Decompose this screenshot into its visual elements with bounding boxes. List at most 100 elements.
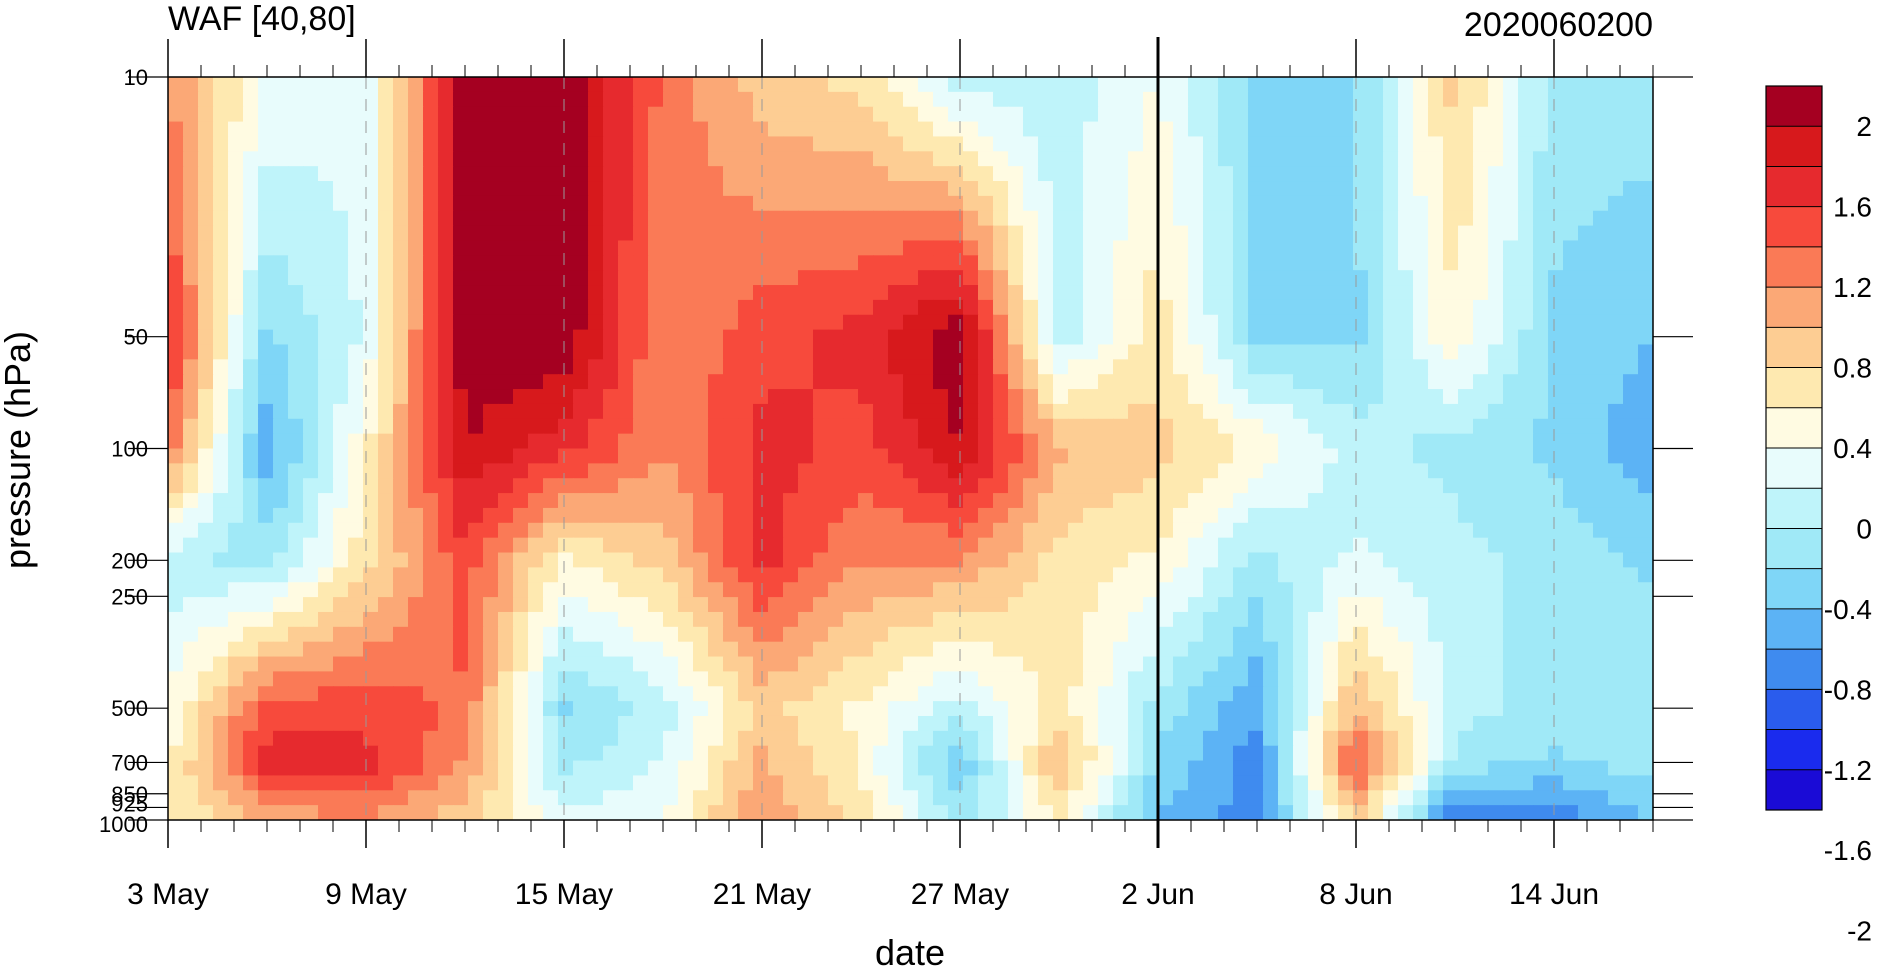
field-cell bbox=[1233, 508, 1249, 523]
field-cell bbox=[663, 181, 679, 196]
field-cell bbox=[993, 151, 1009, 166]
field-cell bbox=[1233, 567, 1249, 582]
field-cell bbox=[303, 359, 319, 374]
field-cell bbox=[1113, 746, 1129, 761]
field-cell bbox=[1563, 136, 1579, 151]
field-cell bbox=[1308, 315, 1324, 330]
field-cell bbox=[873, 538, 889, 553]
field-cell bbox=[1533, 523, 1549, 538]
field-cell bbox=[273, 285, 289, 300]
field-cell bbox=[1263, 285, 1279, 300]
field-cell bbox=[1443, 463, 1459, 478]
field-cell bbox=[1038, 746, 1054, 761]
field-cell bbox=[1638, 463, 1654, 478]
field-cell bbox=[1428, 716, 1444, 731]
field-cell bbox=[1608, 389, 1624, 404]
field-cell bbox=[1158, 642, 1174, 657]
field-cell bbox=[528, 122, 544, 137]
field-cell bbox=[1443, 612, 1459, 627]
field-cell bbox=[1488, 211, 1504, 226]
field-cell bbox=[1443, 790, 1459, 805]
field-cell bbox=[1218, 166, 1234, 181]
field-cell bbox=[1113, 701, 1129, 716]
field-cell bbox=[588, 196, 604, 211]
field-cell bbox=[378, 136, 394, 151]
field-cell bbox=[408, 122, 424, 137]
field-cell bbox=[1368, 478, 1384, 493]
field-cell bbox=[1623, 226, 1639, 241]
field-cell bbox=[1503, 151, 1519, 166]
field-cell bbox=[1548, 211, 1564, 226]
field-cell bbox=[813, 716, 829, 731]
field-cell bbox=[1488, 523, 1504, 538]
field-cell bbox=[303, 166, 319, 181]
field-cell bbox=[1158, 196, 1174, 211]
field-cell bbox=[438, 567, 454, 582]
field-cell bbox=[1083, 166, 1099, 181]
field-cell bbox=[603, 270, 619, 285]
field-cell bbox=[1158, 166, 1174, 181]
field-cell bbox=[528, 657, 544, 672]
field-cell bbox=[663, 285, 679, 300]
field-cell bbox=[1098, 701, 1114, 716]
field-cell bbox=[543, 761, 559, 776]
field-cell bbox=[693, 790, 709, 805]
field-cell bbox=[1638, 122, 1654, 137]
field-cell bbox=[1068, 300, 1084, 315]
field-cell bbox=[1443, 657, 1459, 672]
field-cell bbox=[1458, 449, 1474, 464]
field-cell bbox=[768, 553, 784, 568]
field-cell bbox=[1338, 240, 1354, 255]
field-cell bbox=[888, 359, 904, 374]
field-cell bbox=[288, 107, 304, 122]
field-cell bbox=[723, 508, 739, 523]
field-cell bbox=[813, 463, 829, 478]
field-cell bbox=[648, 523, 664, 538]
field-cell bbox=[1338, 671, 1354, 686]
field-cell bbox=[798, 449, 814, 464]
field-cell bbox=[408, 255, 424, 270]
field-cell bbox=[378, 419, 394, 434]
field-cell bbox=[1023, 805, 1039, 820]
field-cell bbox=[183, 359, 199, 374]
field-cell bbox=[603, 211, 619, 226]
field-cell bbox=[303, 389, 319, 404]
field-cell bbox=[978, 582, 994, 597]
field-cell bbox=[618, 77, 634, 92]
field-cell bbox=[498, 805, 514, 820]
field-cell bbox=[1548, 270, 1564, 285]
field-cell bbox=[273, 567, 289, 582]
field-cell bbox=[1578, 731, 1594, 746]
field-cell bbox=[1608, 419, 1624, 434]
field-cell bbox=[393, 122, 409, 137]
field-cell bbox=[513, 151, 529, 166]
field-cell bbox=[1218, 775, 1234, 790]
field-cell bbox=[528, 627, 544, 642]
field-cell bbox=[768, 567, 784, 582]
field-cell bbox=[243, 597, 259, 612]
field-cell bbox=[663, 92, 679, 107]
field-cell bbox=[1143, 790, 1159, 805]
field-cell bbox=[1563, 731, 1579, 746]
field-cell bbox=[1563, 805, 1579, 820]
field-cell bbox=[1443, 107, 1459, 122]
field-cell bbox=[183, 790, 199, 805]
field-cell bbox=[858, 449, 874, 464]
field-cell bbox=[813, 775, 829, 790]
field-cell bbox=[1188, 657, 1204, 672]
field-cell bbox=[768, 107, 784, 122]
field-cell bbox=[1158, 553, 1174, 568]
field-cell bbox=[1413, 597, 1429, 612]
field-cell bbox=[303, 270, 319, 285]
field-cell bbox=[1053, 434, 1069, 449]
field-cell bbox=[918, 582, 934, 597]
field-cell bbox=[1293, 449, 1309, 464]
field-cell bbox=[1458, 686, 1474, 701]
field-cell bbox=[1038, 389, 1054, 404]
field-cell bbox=[1578, 434, 1594, 449]
field-cell bbox=[678, 761, 694, 776]
field-cell bbox=[1188, 344, 1204, 359]
field-cell bbox=[1473, 374, 1489, 389]
field-cell bbox=[573, 92, 589, 107]
field-cell bbox=[1503, 538, 1519, 553]
